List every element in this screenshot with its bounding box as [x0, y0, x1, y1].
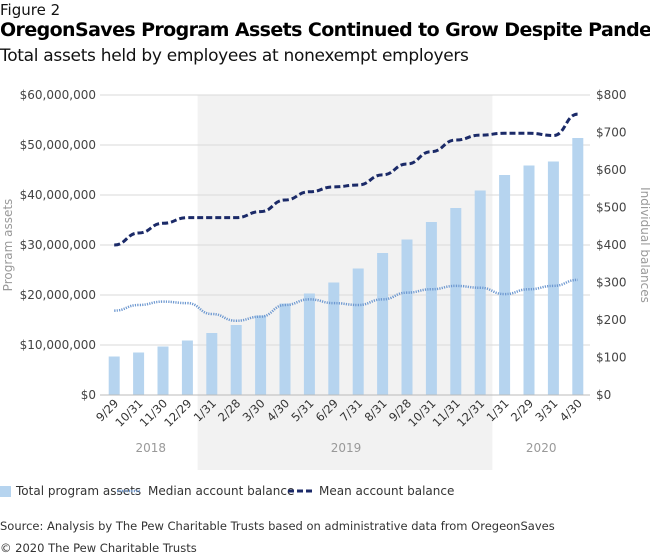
y-tick-label: $0	[81, 388, 96, 402]
y2-tick-label: $700	[596, 126, 627, 140]
y2-tick-label: $300	[596, 276, 627, 290]
bar	[328, 282, 340, 395]
y2-tick-label: $500	[596, 201, 627, 215]
bar	[255, 315, 267, 395]
bar	[108, 356, 120, 395]
bar	[547, 161, 559, 395]
year-label: 2020	[526, 441, 557, 455]
bar	[303, 293, 315, 395]
chart-title: OregonSaves Program Assets Continued to …	[0, 19, 650, 41]
bar	[425, 222, 437, 395]
year-label: 2018	[136, 441, 167, 455]
bar	[523, 165, 535, 395]
bar	[450, 208, 462, 395]
y2-tick-label: $200	[596, 313, 627, 327]
x-tick-label: 4/30	[557, 396, 585, 424]
figure-label: Figure 2	[0, 1, 61, 19]
year-band-2019	[197, 95, 493, 470]
y2-tick-label: $400	[596, 238, 627, 252]
x-tick-label: 2/29	[508, 396, 536, 424]
source-note: Source: Analysis by The Pew Charitable T…	[0, 519, 555, 533]
y-tick-label: $20,000,000	[20, 288, 96, 302]
y2-tick-label: $100	[596, 351, 627, 365]
y-axis-label: Program assets	[1, 199, 15, 292]
bar	[230, 325, 242, 395]
y2-axis-label: Individual balances	[638, 187, 650, 303]
y-tick-label: $10,000,000	[20, 338, 96, 352]
chart-subtitle: Total assets held by employees at nonexe…	[0, 46, 469, 66]
bar	[206, 333, 218, 395]
x-tick-label: 3/31	[532, 396, 560, 424]
bar	[279, 303, 291, 395]
bar	[157, 346, 169, 395]
y-tick-label: $30,000,000	[20, 238, 96, 252]
line-median-account-balance	[114, 278, 578, 323]
copyright: © 2020 The Pew Charitable Trusts	[0, 541, 197, 555]
bar	[572, 138, 584, 395]
bar	[377, 253, 389, 395]
y-tick-label: $60,000,000	[20, 88, 96, 102]
bar	[499, 175, 511, 395]
bar	[401, 239, 413, 395]
bar	[133, 352, 145, 395]
legend-label: Median account balance	[148, 484, 294, 498]
year-label: 2019	[331, 441, 362, 455]
legend-swatch	[0, 486, 11, 497]
y2-tick-label: $0	[596, 388, 611, 402]
y2-tick-label: $600	[596, 163, 627, 177]
y-tick-label: $50,000,000	[20, 138, 96, 152]
bar	[181, 340, 193, 395]
y2-tick-label: $800	[596, 88, 627, 102]
legend-label: Total program assets	[15, 484, 141, 498]
bar	[474, 190, 486, 395]
legend-label: Mean account balance	[319, 484, 454, 498]
x-tick-label: 12/29	[161, 396, 194, 429]
bar	[352, 268, 364, 395]
y-tick-label: $40,000,000	[20, 188, 96, 202]
line-mean-account-balance	[114, 112, 579, 247]
